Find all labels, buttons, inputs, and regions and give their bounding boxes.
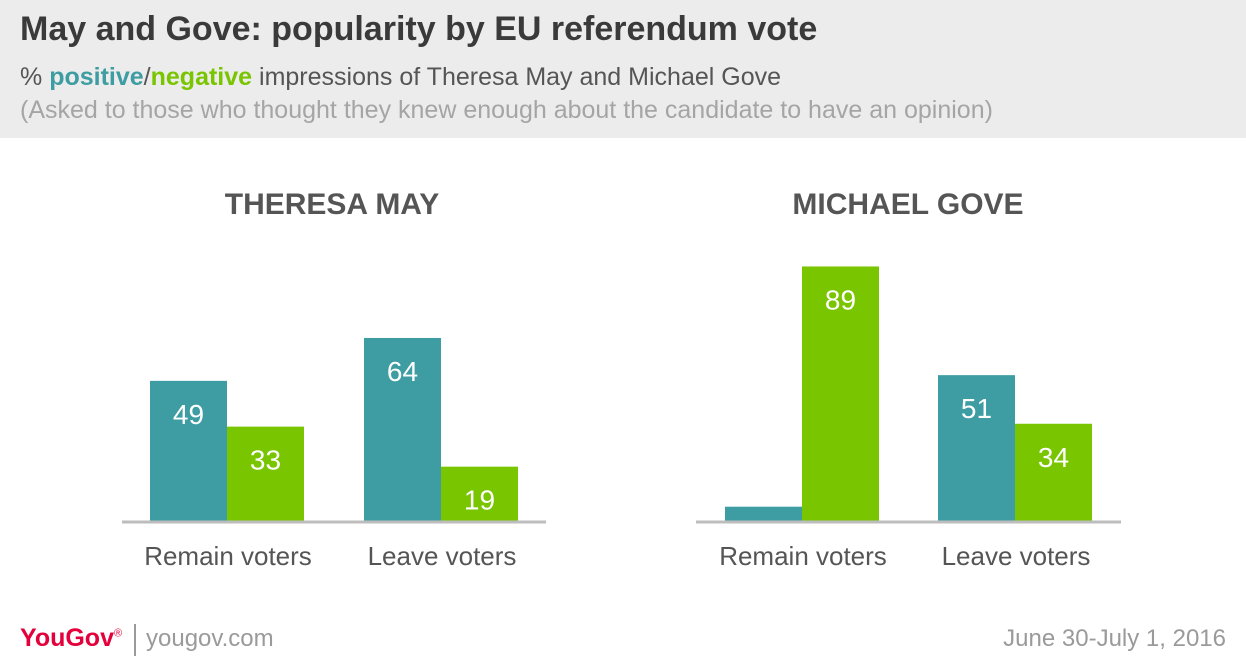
bar-gove-positive-1 <box>938 375 1015 521</box>
data-label-gove-positive-1: 51 <box>961 393 992 424</box>
data-label-gove-negative-1: 34 <box>1038 442 1069 473</box>
data-label-may-negative-0: 33 <box>250 445 281 476</box>
bar-may-negative-1 <box>441 466 518 521</box>
subtitle-suffix: impressions of Theresa May and Michael G… <box>252 63 782 91</box>
header-band: May and Gove: popularity by EU referendu… <box>0 0 1246 138</box>
subtitle-positive: positive <box>49 63 144 91</box>
yougov-logo: YouGov® <box>20 624 122 653</box>
category-label-may-1: Leave voters <box>368 541 517 571</box>
category-label-gove-1: Leave voters <box>942 541 1091 571</box>
bar-may-positive-1 <box>364 337 441 521</box>
footer-divider <box>134 624 136 656</box>
footer-website: yougov.com <box>146 625 274 652</box>
subtitle-slash: / <box>143 63 151 91</box>
subtitle-note: (Asked to those who thought they knew en… <box>20 96 993 124</box>
bar-gove-negative-0 <box>802 266 879 521</box>
page-title: May and Gove: popularity by EU referendu… <box>20 10 818 48</box>
category-label-gove-0: Remain voters <box>719 541 887 571</box>
bar-gove-negative-1 <box>1015 423 1092 521</box>
logo-mark: ® <box>113 627 123 640</box>
data-label-may-negative-1: 19 <box>464 485 495 516</box>
data-label-may-positive-0: 49 <box>173 399 204 430</box>
panel-title-gove: MICHAEL GOVE <box>792 188 1024 221</box>
bar-may-positive-0 <box>150 380 227 521</box>
bar-may-negative-0 <box>227 426 304 521</box>
data-label-gove-negative-0: 89 <box>825 284 856 315</box>
subtitle: % positive/negative impressions of There… <box>20 63 781 92</box>
footer-date: June 30-July 1, 2016 <box>1003 625 1226 652</box>
panel-title-may: THERESA MAY <box>224 188 440 221</box>
bar-gove-positive-0 <box>725 506 802 521</box>
category-label-may-0: Remain voters <box>144 541 312 571</box>
logo-text: YouGov <box>20 624 114 652</box>
subtitle-prefix: % <box>20 63 50 91</box>
subtitle-negative: negative <box>150 63 253 91</box>
data-label-may-positive-1: 64 <box>387 356 418 387</box>
